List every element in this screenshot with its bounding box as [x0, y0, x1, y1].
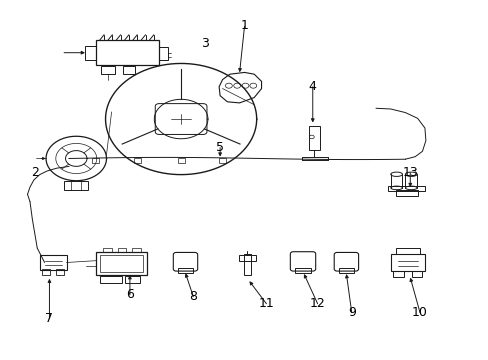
Text: 3: 3	[201, 37, 209, 50]
Bar	[125, 276, 140, 283]
Bar	[392, 271, 403, 277]
Bar	[100, 276, 122, 283]
Bar	[64, 181, 88, 190]
Text: 4: 4	[308, 80, 316, 93]
Bar	[42, 269, 50, 275]
Text: 2: 2	[31, 166, 39, 179]
Bar	[390, 254, 424, 271]
Bar	[85, 45, 96, 60]
Bar	[177, 268, 193, 273]
Bar	[92, 158, 99, 163]
Bar	[308, 126, 319, 149]
Text: 9: 9	[347, 306, 355, 319]
Text: 13: 13	[402, 166, 417, 179]
Bar	[103, 248, 112, 252]
Bar	[159, 47, 167, 60]
Bar	[40, 255, 66, 270]
Text: 8: 8	[189, 290, 197, 303]
Text: 7: 7	[45, 311, 53, 325]
Bar	[387, 186, 424, 192]
Bar	[118, 248, 126, 252]
Bar	[411, 271, 422, 277]
Bar	[395, 190, 417, 196]
Bar	[243, 253, 251, 275]
Bar	[100, 255, 143, 272]
Bar	[122, 66, 135, 74]
Bar	[96, 252, 147, 275]
Bar	[96, 40, 159, 65]
Bar	[395, 248, 419, 254]
Text: 10: 10	[411, 306, 427, 319]
Text: 1: 1	[240, 19, 248, 32]
Bar	[56, 269, 64, 275]
Text: 12: 12	[309, 297, 325, 310]
Bar	[134, 158, 141, 163]
Bar	[295, 268, 310, 273]
Bar	[177, 158, 184, 163]
Bar	[132, 248, 141, 252]
Bar	[238, 255, 256, 261]
Bar	[101, 66, 115, 74]
Text: 6: 6	[126, 288, 134, 301]
Bar	[219, 158, 225, 163]
Text: 11: 11	[258, 297, 274, 310]
Text: 5: 5	[216, 141, 224, 154]
Bar	[338, 268, 353, 273]
